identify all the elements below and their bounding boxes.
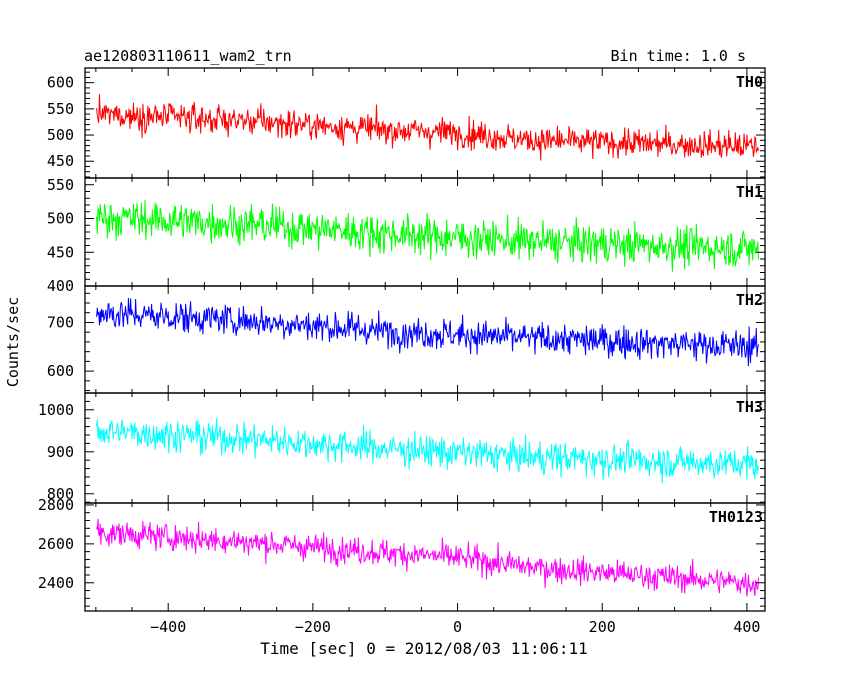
y-tick-label: 2600 <box>38 535 74 553</box>
panel-label-th1: TH1 <box>736 183 763 201</box>
y-tick-label: 800 <box>47 485 74 503</box>
y-tick-label: 2400 <box>38 574 74 592</box>
y-tick-label: 1000 <box>38 401 74 419</box>
x-tick-label: −200 <box>295 618 331 636</box>
y-tick-label: 500 <box>47 210 74 228</box>
x-tick-label: 400 <box>733 618 760 636</box>
y-tick-label: 600 <box>47 362 74 380</box>
panel-th0: 450 500 550 600 TH0 <box>47 67 766 179</box>
y-tick-label: 450 <box>47 243 74 261</box>
series-th2 <box>96 297 759 367</box>
y-tick-label: 400 <box>47 277 74 295</box>
panel-th1: 400 450 500 550 TH1 <box>47 176 766 295</box>
y-tick-label: 2800 <box>38 496 74 514</box>
x-axis-label: Time [sec] 0 = 2012/08/03 11:06:11 <box>260 639 588 658</box>
panel-label-th0123: TH0123 <box>709 508 763 526</box>
y-tick-label: 450 <box>47 152 74 170</box>
y-tick-label: 550 <box>47 176 74 194</box>
x-tick-label: −400 <box>150 618 186 636</box>
panels: 450 500 550 600 TH0 400 450 500 550 TH1 600 700 TH2 8… <box>38 67 766 636</box>
y-tick-label: 900 <box>47 443 74 461</box>
series-th0 <box>96 94 759 161</box>
series-th1 <box>96 200 759 272</box>
panel-th3: 800 900 1000 TH3 <box>38 392 766 504</box>
x-tick-label: 200 <box>589 618 616 636</box>
y-tick-label: 700 <box>47 313 74 331</box>
series-th0123 <box>96 518 759 597</box>
series-th3 <box>96 417 759 484</box>
chart-title: ae120803110611_wam2_trn <box>84 47 292 65</box>
y-tick-label: 600 <box>47 74 74 92</box>
panel-th2: 600 700 TH2 <box>47 285 766 394</box>
panel-frame <box>84 502 766 612</box>
panel-label-th3: TH3 <box>736 398 763 416</box>
panel-label-th0: TH0 <box>736 73 763 91</box>
y-tick-label: 550 <box>47 100 74 118</box>
panel-frame <box>84 392 766 504</box>
y-axis-label: Counts/sec <box>4 297 22 387</box>
panel-th0123: 2400 2600 2800 TH0123 <box>38 496 766 612</box>
panel-label-th2: TH2 <box>736 291 763 309</box>
x-axis: −400 −200 0 200 400 <box>150 618 760 636</box>
x-tick-label: 0 <box>453 618 462 636</box>
bin-time-label: Bin time: 1.0 s <box>611 47 746 65</box>
y-tick-label: 500 <box>47 126 74 144</box>
